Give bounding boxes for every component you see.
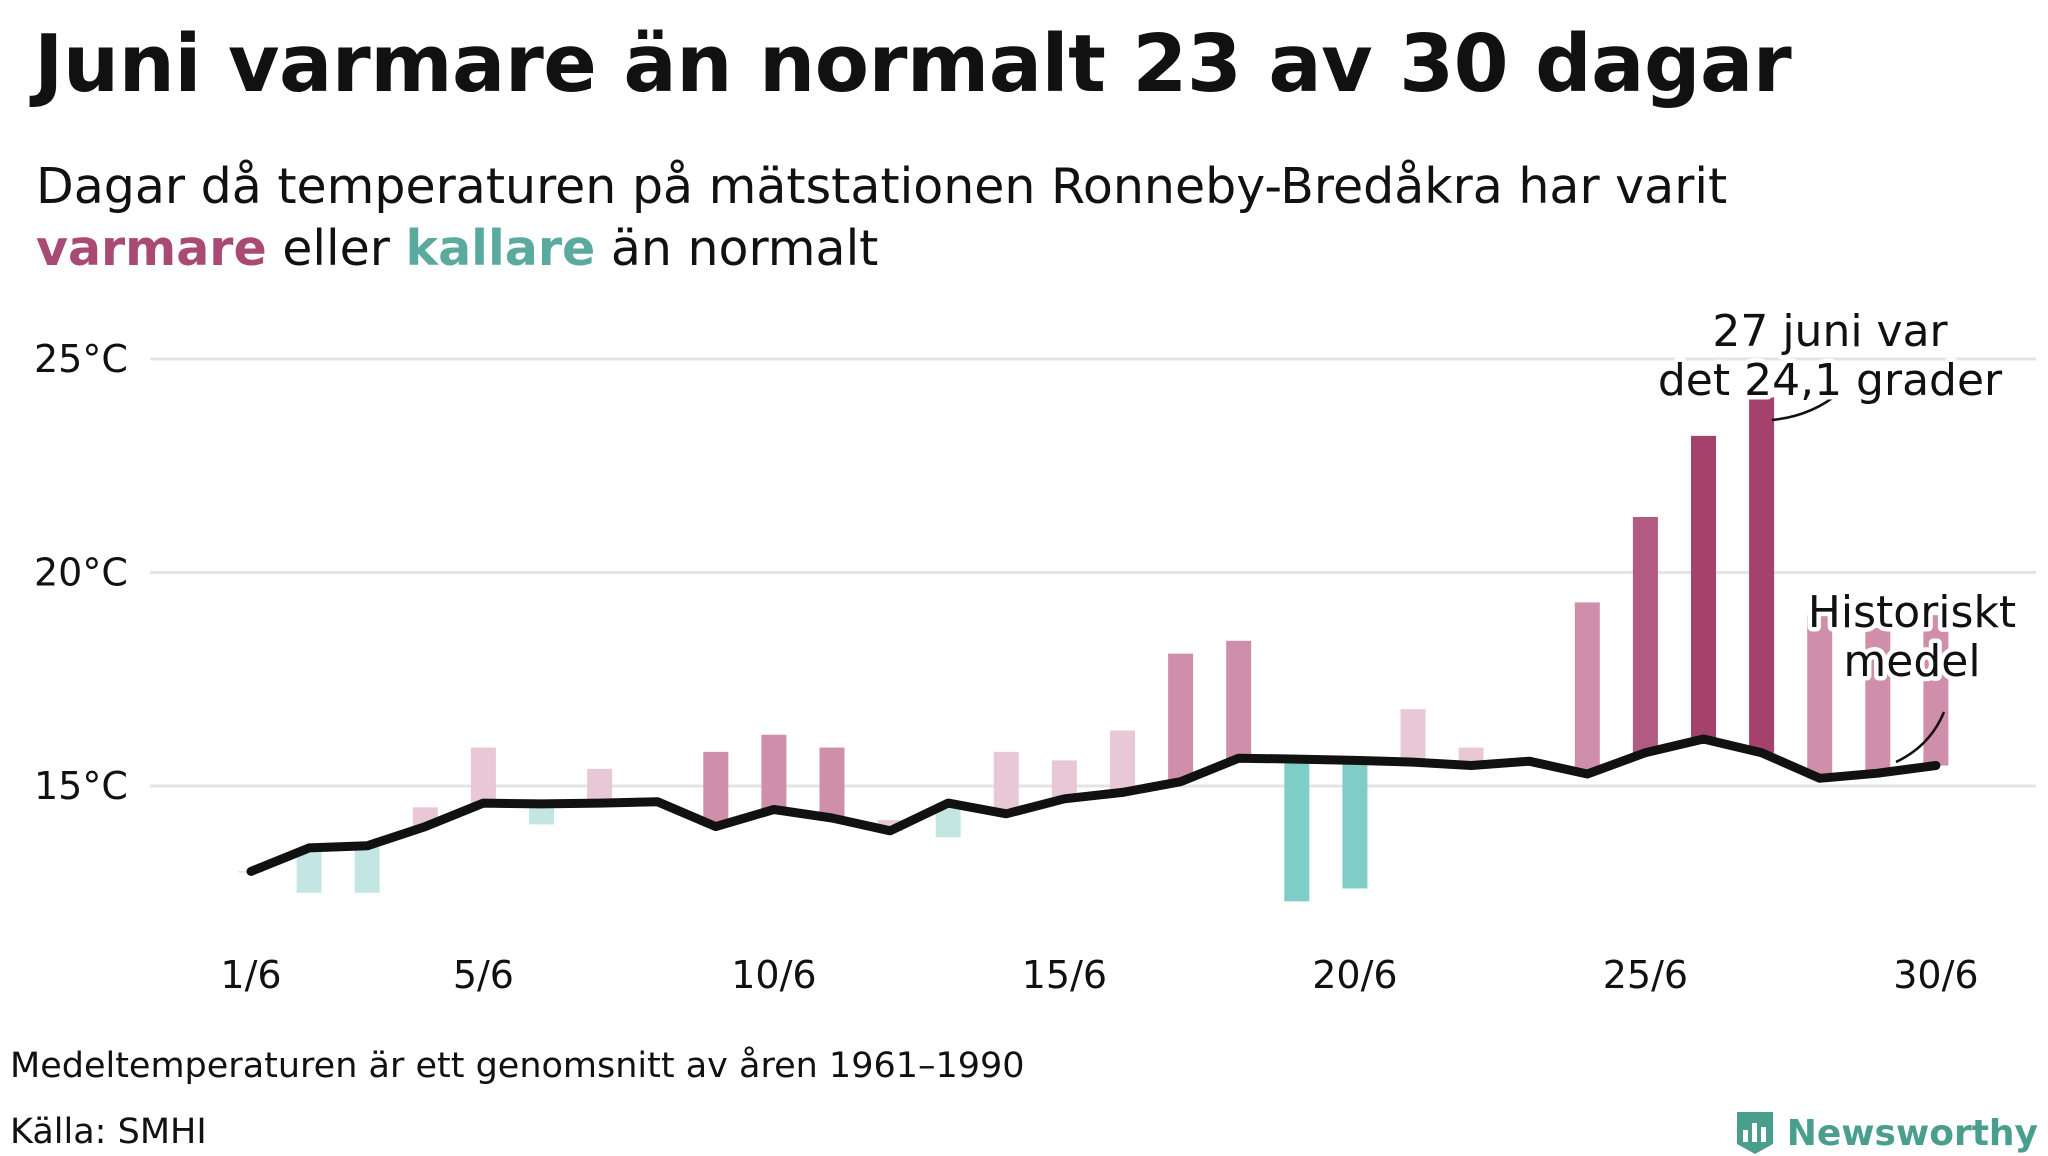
footnote: Medeltemperaturen är ett genomsnitt av å… (10, 1046, 1025, 1086)
subtitle-warm-word: varmare (36, 220, 267, 277)
x-axis-labels: 1/6 5/6 10/6 15/6 20/6 25/6 30/6 (220, 953, 1978, 997)
bar-day-27 (1749, 397, 1775, 753)
x-tick-label-25: 25/6 (1603, 953, 1688, 997)
x-tick-label-20: 20/6 (1312, 953, 1397, 997)
bar-day-25 (1632, 516, 1658, 753)
normal-temperature-line (246, 734, 1941, 876)
bar-day-16 (1110, 730, 1135, 793)
bar-day-14 (993, 751, 1019, 814)
normal-annotation-pointer (1895, 711, 1946, 764)
bar-day-9 (703, 751, 729, 827)
x-tick-label-15: 15/6 (1022, 953, 1107, 997)
chart-title: Juni varmare än normalt 23 av 30 dagar (34, 18, 1792, 110)
bar-day-11 (819, 747, 845, 819)
bar-day-5 (470, 747, 496, 804)
max-annotation-line2: det 24,1 grader (1658, 355, 2003, 406)
bar-day-26 (1691, 435, 1716, 740)
bar-day-17 (1168, 653, 1194, 782)
bar-day-10 (761, 734, 787, 810)
brand-name: Newsworthy (1786, 1112, 2038, 1154)
newsworthy-logo-icon (1736, 1112, 1773, 1154)
bar-day-19 (1284, 759, 1310, 902)
normal-line-group (246, 734, 1941, 876)
bar-day-3 (354, 845, 380, 893)
y-axis-labels: 15°C 20°C 25°C (34, 337, 128, 808)
y-tick-label-15: 15°C (34, 764, 128, 808)
y-tick-label-25: 25°C (34, 337, 128, 381)
source-note: Källa: SMHI (10, 1112, 207, 1152)
bars (238, 397, 1949, 902)
x-tick-label-1: 1/6 (220, 953, 281, 997)
bar-day-29 (1865, 628, 1891, 774)
subtitle-cold-word: kallare (405, 220, 596, 277)
normal-annotation-line2: medel (1843, 636, 1980, 687)
bar-day-7 (587, 768, 613, 804)
subtitle-end: än normalt (610, 220, 879, 277)
bar-day-15 (1051, 760, 1077, 799)
chart-subtitle: Dagar då temperaturen på mätstationen Ro… (36, 156, 1727, 280)
subtitle-line1: Dagar då temperaturen på mätstationen Ro… (36, 158, 1728, 215)
x-tick-label-5: 5/6 (453, 953, 514, 997)
bar-day-6 (529, 803, 554, 825)
max-annotation-pointer (1771, 391, 1841, 422)
bar-day-18 (1226, 640, 1252, 759)
x-tick-label-30: 30/6 (1893, 953, 1978, 997)
x-tick-label-10: 10/6 (731, 953, 816, 997)
max-annotation-line1: 27 juni var (1712, 306, 1948, 357)
bar-day-28 (1807, 615, 1833, 779)
normal-annotation-line1: Historiskt (1808, 587, 2016, 638)
brand-logo: Newsworthy (1733, 1110, 2038, 1156)
subtitle-middle: eller (282, 220, 390, 277)
bar-day-12 (877, 820, 903, 831)
bar-day-20 (1342, 760, 1368, 889)
y-tick-label-20: 20°C (34, 551, 128, 595)
bar-day-24 (1574, 602, 1600, 775)
bar-day-21 (1400, 709, 1426, 763)
gridlines (150, 357, 2036, 788)
